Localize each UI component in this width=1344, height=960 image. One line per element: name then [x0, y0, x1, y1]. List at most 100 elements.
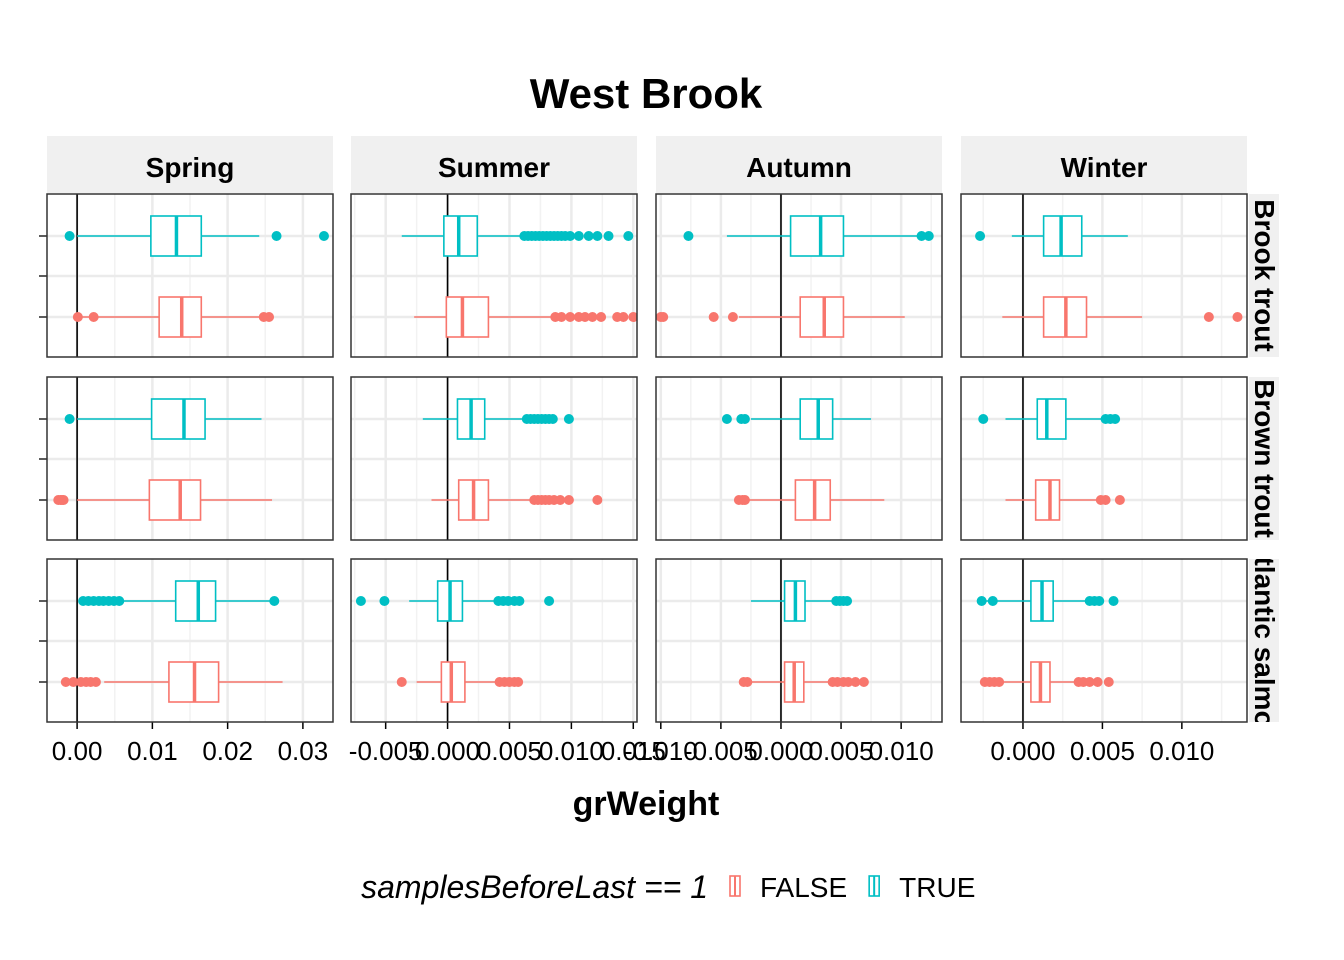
x-tick-label-autumn-0: -0.010 [624, 736, 698, 766]
box-true-brook-trout-summer [401, 215, 634, 257]
x-tick-label-summer-1: 0.000 [415, 736, 480, 766]
outlier-point [987, 596, 998, 606]
panel-border-brook-trout-summer [350, 193, 638, 358]
iqr-box [1034, 479, 1061, 521]
outlier-point [727, 312, 738, 322]
outlier-point [1114, 495, 1125, 505]
panel-brook-trout-summer [350, 193, 638, 358]
outlier-point [742, 677, 753, 687]
outlier-point [708, 312, 719, 322]
outlier-point [976, 596, 987, 606]
box-false-brook-trout-summer [414, 296, 637, 338]
outlier-point [603, 231, 614, 241]
outlier-point [264, 312, 275, 322]
outlier-point [618, 312, 629, 322]
outlier-point [587, 312, 598, 322]
outlier-point [58, 495, 69, 505]
outlier-point [114, 596, 125, 606]
x-tick-label-winter-0: 0.000 [990, 736, 1055, 766]
outlier-point [90, 677, 101, 687]
panel-border-atlantic-salmon-summer [350, 558, 638, 723]
iqr-box [799, 296, 845, 338]
outlier-point [739, 414, 750, 424]
box-false-brown-trout-spring [53, 479, 273, 521]
outlier-point [596, 312, 607, 322]
x-tick-label-autumn-2: 0.000 [748, 736, 813, 766]
outlier-point [1110, 414, 1121, 424]
box-false-brook-trout-spring [72, 296, 275, 338]
outlier-point [1100, 495, 1111, 505]
outlier-point [592, 231, 603, 241]
iqr-box [440, 661, 466, 703]
box-true-brook-trout-spring [64, 215, 329, 257]
iqr-box [148, 479, 202, 521]
outlier-point [658, 312, 669, 322]
outlier-point [923, 231, 934, 241]
strip-label-summer: Summer [438, 152, 550, 183]
outlier-point [592, 495, 603, 505]
x-axis-title: grWeight [573, 785, 720, 823]
outlier-point [1203, 312, 1214, 322]
legend-title: samplesBeforeLast == 1 [361, 869, 708, 905]
x-tick-label-winter-1: 0.005 [1070, 736, 1135, 766]
strip-winter [961, 136, 1247, 193]
box-true-brook-trout-autumn [683, 215, 934, 257]
x-tick-label-summer-0: -0.005 [349, 736, 423, 766]
outlier-point [64, 231, 75, 241]
outlier-point [271, 231, 282, 241]
box-true-atlantic-salmon-spring [78, 580, 280, 622]
x-tick-label-spring-1: 0.01 [127, 736, 178, 766]
box-true-brook-trout-winter [975, 215, 1128, 257]
box-false-atlantic-salmon-summer [396, 661, 524, 703]
box-true-brown-trout-autumn [721, 398, 872, 440]
legend-label-true: TRUE [899, 872, 975, 903]
outlier-point [580, 312, 590, 322]
x-tick-label-autumn-4: 0.010 [869, 736, 934, 766]
iqr-box [799, 398, 834, 440]
iqr-box [443, 215, 479, 257]
outlier-point [68, 677, 79, 687]
outlier-point [739, 495, 750, 505]
row-strip-label-atlantic-salmon: Atlantic salmon [1249, 536, 1280, 744]
box-false-atlantic-salmon-spring [60, 661, 283, 703]
outlier-point [396, 677, 407, 687]
box-false-atlantic-salmon-autumn [738, 661, 869, 703]
panel-border-brook-trout-autumn [655, 193, 943, 358]
panel-brown-trout-winter [960, 376, 1248, 541]
outlier-point [355, 596, 366, 606]
outlier-point [269, 596, 280, 606]
strip-autumn [656, 136, 942, 193]
outlier-point [1084, 677, 1095, 687]
outlier-point [1108, 596, 1119, 606]
facet-panels: Spring Summer Autumn Winter Brook trout Brown… [39, 136, 1280, 766]
outlier-point [1103, 677, 1114, 687]
outlier-point [1094, 596, 1105, 606]
x-tick-label-autumn-3: 0.005 [809, 736, 874, 766]
outlier-point [563, 495, 574, 505]
box-true-brown-trout-winter [978, 398, 1121, 440]
outlier-point [994, 677, 1005, 687]
box-true-brown-trout-spring [64, 398, 262, 440]
outlier-point [514, 596, 525, 606]
box-false-brown-trout-summer [431, 479, 603, 521]
strip-label-autumn: Autumn [746, 152, 852, 183]
x-tick-label-winter-2: 0.010 [1149, 736, 1214, 766]
panel-border-brown-trout-autumn [655, 376, 943, 541]
outlier-point [318, 231, 329, 241]
outlier-point [850, 677, 861, 687]
strip-spring [47, 136, 333, 193]
x-tick-label-summer-2: 0.005 [477, 736, 542, 766]
outlier-point [978, 414, 989, 424]
row-strip-label-brook-trout: Brook trout [1249, 199, 1280, 351]
box-false-brook-trout-autumn [656, 296, 905, 338]
x-tick-label-spring-0: 0.00 [52, 736, 103, 766]
box-true-atlantic-salmon-summer [355, 580, 555, 622]
outlier-point [544, 596, 555, 606]
panel-border-brown-trout-summer [350, 376, 638, 541]
box-true-atlantic-salmon-winter [976, 580, 1119, 622]
panel-border-atlantic-salmon-autumn [655, 558, 943, 723]
iqr-box [1036, 398, 1067, 440]
iqr-box [789, 215, 845, 257]
outlier-point [721, 414, 732, 424]
outlier-point [60, 677, 71, 687]
